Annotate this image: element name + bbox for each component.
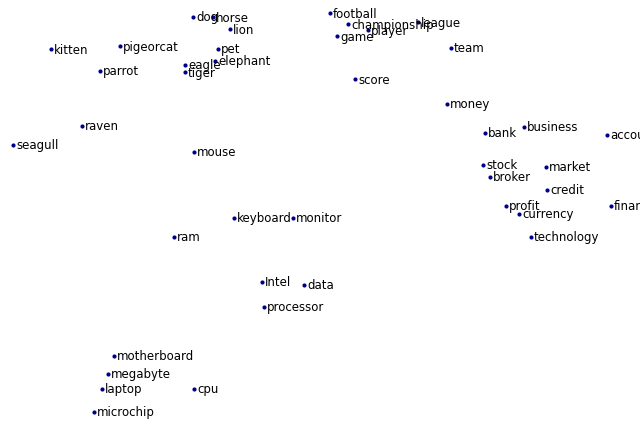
Text: player: player bbox=[371, 25, 408, 37]
Text: microchip: microchip bbox=[97, 405, 155, 418]
Text: score: score bbox=[358, 74, 390, 86]
Text: kitten: kitten bbox=[54, 43, 88, 56]
Text: raven: raven bbox=[85, 120, 119, 133]
Text: football: football bbox=[333, 7, 378, 21]
Text: tiger: tiger bbox=[188, 66, 216, 79]
Text: team: team bbox=[454, 43, 484, 55]
Text: lion: lion bbox=[233, 24, 254, 37]
Text: parrot: parrot bbox=[103, 65, 139, 78]
Text: money: money bbox=[450, 98, 490, 111]
Text: technology: technology bbox=[534, 231, 600, 244]
Text: elephant: elephant bbox=[218, 55, 270, 68]
Text: cpu: cpu bbox=[197, 383, 218, 396]
Text: megabyte: megabyte bbox=[111, 368, 171, 381]
Text: league: league bbox=[421, 16, 461, 29]
Text: ram: ram bbox=[177, 231, 201, 244]
Text: profit: profit bbox=[509, 200, 541, 213]
Text: dog: dog bbox=[196, 12, 218, 25]
Text: pigeorcat: pigeorcat bbox=[123, 40, 179, 53]
Text: mouse: mouse bbox=[197, 146, 237, 159]
Text: data: data bbox=[307, 279, 333, 292]
Text: finance: finance bbox=[614, 200, 640, 213]
Text: broker: broker bbox=[493, 171, 531, 184]
Text: keyboard: keyboard bbox=[237, 212, 292, 225]
Text: game: game bbox=[340, 31, 374, 43]
Text: eagle: eagle bbox=[188, 59, 221, 72]
Text: credit: credit bbox=[550, 184, 584, 197]
Text: motherboard: motherboard bbox=[117, 350, 195, 362]
Text: market: market bbox=[549, 161, 591, 174]
Text: Intel: Intel bbox=[265, 276, 291, 289]
Text: monitor: monitor bbox=[296, 212, 342, 225]
Text: horse: horse bbox=[216, 12, 249, 25]
Text: laptop: laptop bbox=[105, 383, 143, 396]
Text: seagull: seagull bbox=[16, 139, 58, 152]
Text: account: account bbox=[610, 129, 640, 142]
Text: business: business bbox=[527, 121, 579, 134]
Text: currency: currency bbox=[522, 208, 573, 221]
Text: pet: pet bbox=[221, 43, 241, 56]
Text: championship: championship bbox=[351, 18, 434, 31]
Text: processor: processor bbox=[267, 301, 324, 314]
Text: bank: bank bbox=[488, 127, 517, 140]
Text: stock: stock bbox=[486, 159, 517, 172]
